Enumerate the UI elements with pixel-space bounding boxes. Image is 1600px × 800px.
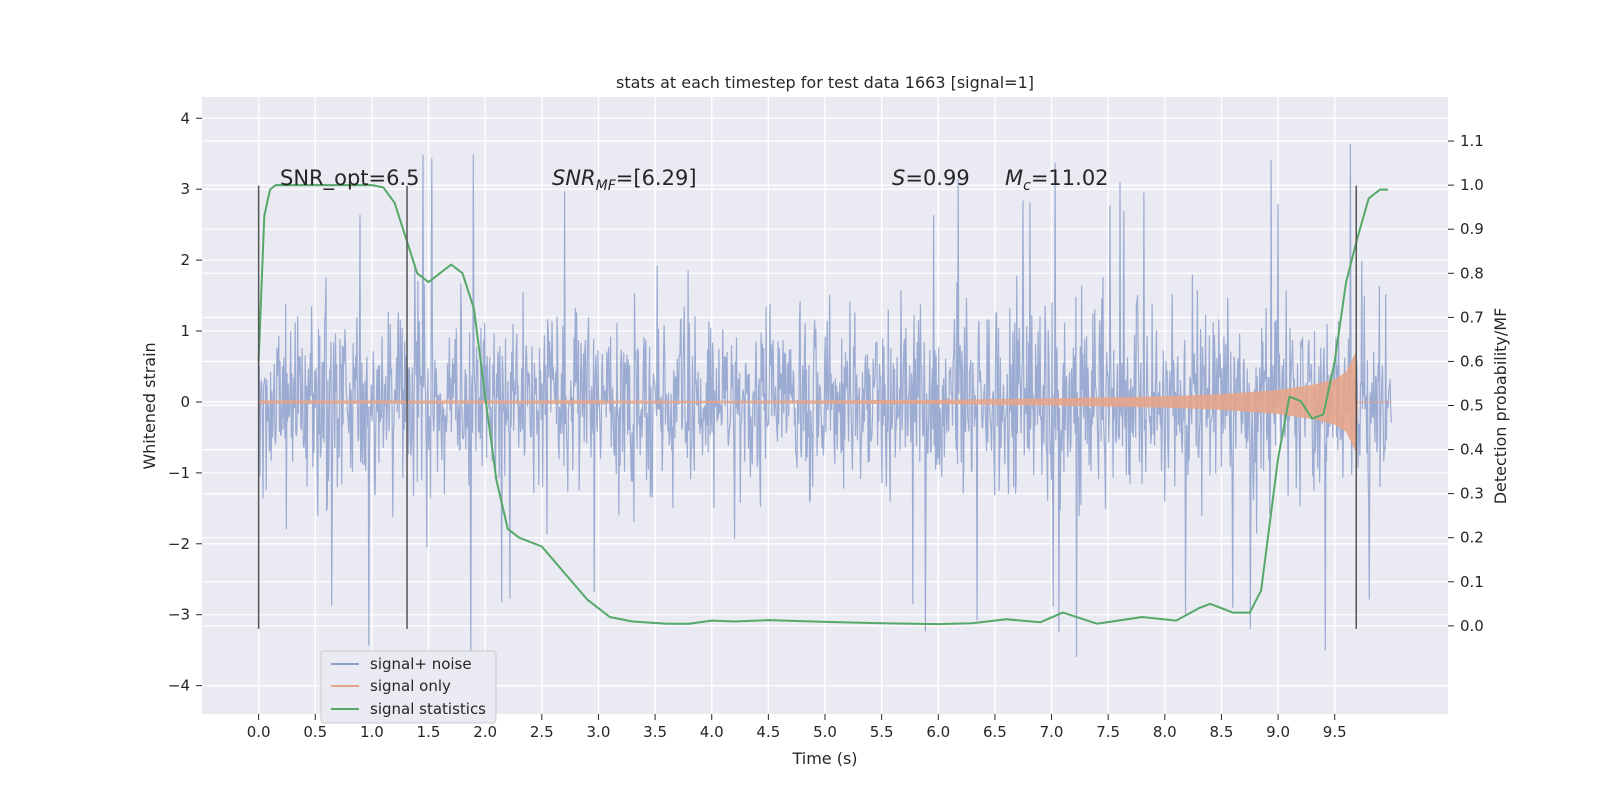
y-left-tick-label: −1 [168, 464, 190, 482]
annotation-snr-mf-value: =[6.29] [616, 166, 697, 190]
y-left-tick-label: 0 [180, 393, 190, 411]
annotation-mc-value: =11.02 [1031, 166, 1109, 190]
x-axis-label: Time (s) [791, 749, 857, 768]
x-tick-label: 8.0 [1153, 723, 1177, 741]
annotation-snr-opt: SNR_opt=6.5 [280, 166, 420, 191]
y-left-tick-label: 1 [180, 322, 190, 340]
y-right-tick-labels: 0.0 0.1 0.2 0.3 0.4 0.5 0.6 0.7 0.8 0.9 1.0 1.1 [1448, 132, 1484, 635]
y-left-tick-label: 3 [180, 180, 190, 198]
annotation-mc: Mc=11.02 [1005, 166, 1109, 194]
legend-label-signal-only: signal only [370, 677, 451, 695]
y-right-tick-label: 0.8 [1460, 264, 1484, 282]
y-right-tick-label: 0.7 [1460, 308, 1484, 326]
y-axis-left-label: Whitened strain [140, 342, 159, 469]
chart-title: stats at each timestep for test data 166… [616, 73, 1034, 92]
annotation-s-value: =0.99 [905, 166, 969, 190]
x-tick-label: 9.0 [1266, 723, 1290, 741]
x-tick-label: 9.5 [1323, 723, 1347, 741]
x-tick-label: 7.0 [1040, 723, 1064, 741]
x-tick-label: 3.5 [643, 723, 667, 741]
annotation-snr-mf-sub: MF [596, 178, 617, 194]
y-left-tick-label: −3 [168, 606, 190, 624]
y-left-tick-label: −2 [168, 535, 190, 553]
y-right-tick-label: 0.0 [1460, 617, 1484, 635]
x-tick-labels: 0.0 0.5 1.0 1.5 2.0 2.5 3.0 3.5 4.0 4.5 5.0 5.5 6.0 6… [247, 714, 1347, 741]
vertical-markers [257, 185, 1357, 629]
x-tick-label: 3.0 [587, 723, 611, 741]
y-left-tick-labels: −4 −3 −2 −1 0 1 2 3 4 [168, 109, 202, 695]
x-tick-label: 0.5 [303, 723, 327, 741]
annotation-snr-mf-name: SNR [552, 166, 596, 190]
y-right-tick-label: 0.3 [1460, 485, 1484, 503]
legend: signal+ noise signal only signal statist… [320, 650, 497, 724]
annotation-snr-mf: SNRMF=[6.29] [552, 166, 697, 194]
y-right-tick-label: 0.1 [1460, 573, 1484, 591]
x-tick-label: 6.0 [926, 723, 950, 741]
y-right-tick-label: 1.0 [1460, 176, 1484, 194]
data-layer [257, 143, 1392, 661]
series-signal-noise-line [258, 143, 1392, 661]
x-tick-label: 8.5 [1210, 723, 1234, 741]
annotation-mc-sub: c [1023, 178, 1031, 194]
series-signal-only-line [258, 352, 1392, 453]
x-tick-label: 7.5 [1096, 723, 1120, 741]
x-tick-label: 4.0 [700, 723, 724, 741]
y-left-tick-label: −4 [168, 677, 190, 695]
x-tick-label: 0.0 [247, 723, 271, 741]
x-tick-label: 2.0 [473, 723, 497, 741]
y-right-tick-label: 1.1 [1460, 132, 1484, 150]
annotation-s: S=0.99 [892, 166, 970, 190]
y-axis-right-label: Detection probability/MF [1491, 308, 1510, 505]
x-tick-label: 1.0 [360, 723, 384, 741]
x-tick-label: 5.5 [870, 723, 894, 741]
y-left-tick-label: 2 [180, 251, 190, 269]
x-tick-label: 4.5 [756, 723, 780, 741]
y-right-tick-label: 0.6 [1460, 352, 1484, 370]
annotation-s-name: S [892, 166, 905, 190]
series-signal-statistics-line [257, 184, 1388, 626]
legend-label-signal-noise: signal+ noise [370, 655, 472, 673]
x-tick-label: 2.5 [530, 723, 554, 741]
y-right-tick-label: 0.4 [1460, 441, 1484, 459]
y-left-tick-label: 4 [180, 109, 190, 127]
y-right-tick-label: 0.9 [1460, 220, 1484, 238]
x-tick-label: 5.0 [813, 723, 837, 741]
y-right-tick-label: 0.2 [1460, 529, 1484, 547]
legend-box [320, 650, 497, 724]
legend-label-signal-statistics: signal statistics [370, 700, 486, 718]
x-tick-label: 6.5 [983, 723, 1007, 741]
annotation-mc-name: M [1005, 166, 1023, 190]
x-tick-label: 1.5 [417, 723, 441, 741]
y-right-tick-label: 0.5 [1460, 397, 1484, 415]
